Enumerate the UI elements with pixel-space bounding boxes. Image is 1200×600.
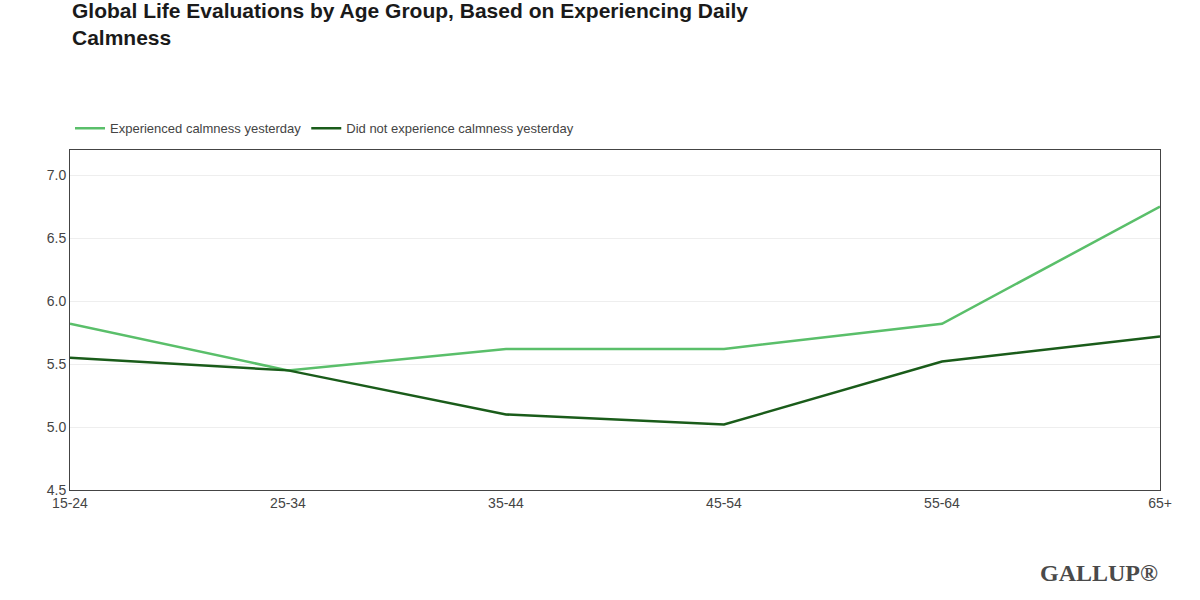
svg-text:Global Life Evaluations by Age: Global Life Evaluations by Age Group, Ba… [72, 0, 748, 49]
svg-text:4.5: 4.5 [47, 482, 67, 498]
svg-text:5.0: 5.0 [47, 419, 67, 435]
svg-text:35-44: 35-44 [488, 495, 524, 511]
svg-text:15-24: 15-24 [52, 495, 88, 511]
svg-text:GALLUP®: GALLUP® [1040, 560, 1158, 586]
svg-text:Did not experience calmness ye: Did not experience calmness yesterday [346, 121, 573, 136]
svg-text:45-54: 45-54 [706, 495, 742, 511]
svg-text:65+: 65+ [1148, 495, 1172, 511]
svg-text:55-64: 55-64 [924, 495, 960, 511]
svg-text:7.0: 7.0 [47, 167, 67, 183]
svg-text:6.5: 6.5 [47, 230, 67, 246]
svg-text:Experienced calmness yesterday: Experienced calmness yesterday [110, 121, 301, 136]
svg-text:25-34: 25-34 [270, 495, 306, 511]
svg-text:6.0: 6.0 [47, 293, 67, 309]
svg-text:5.5: 5.5 [47, 356, 67, 372]
